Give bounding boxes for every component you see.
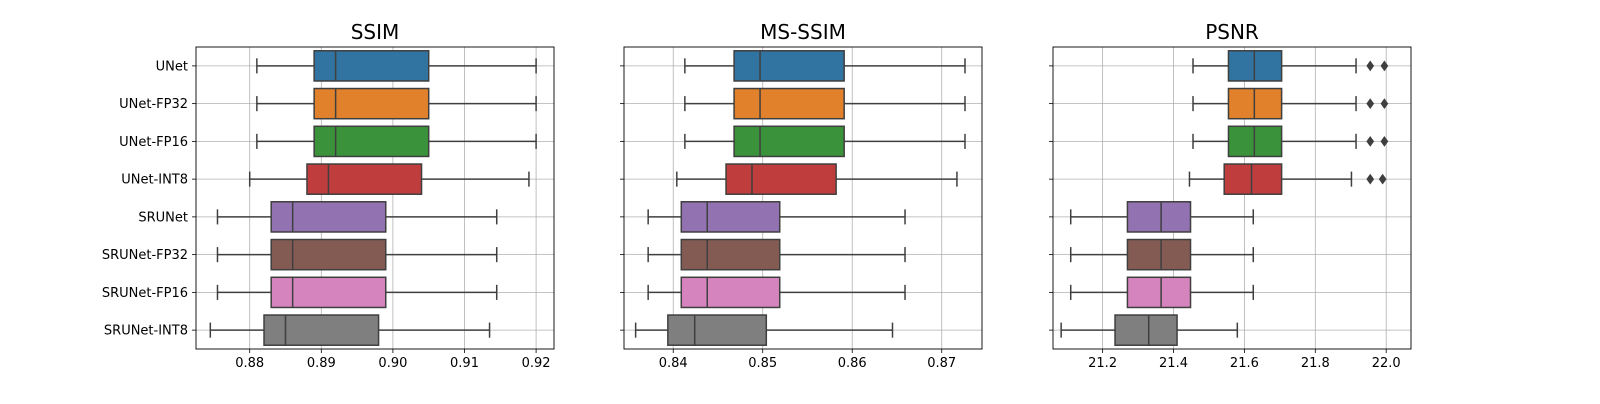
x-tick-label: 21.2 — [1088, 356, 1117, 371]
outlier-point — [1380, 136, 1389, 147]
box-iqr — [313, 87, 430, 120]
x-tick-label: 21.8 — [1301, 356, 1330, 371]
box-unet — [256, 50, 537, 82]
box-srunet — [647, 201, 906, 233]
x-tick-label: 0.90 — [378, 356, 407, 371]
box-iqr — [1114, 314, 1178, 346]
box-srunet-int8 — [1060, 314, 1239, 346]
box-unet-int8 — [676, 163, 958, 195]
box-iqr — [1126, 276, 1192, 309]
box-unet — [684, 50, 966, 82]
box-iqr — [313, 125, 430, 158]
x-tick-label: 0.89 — [307, 356, 336, 371]
outlier-point — [1366, 98, 1375, 109]
box-iqr — [680, 238, 781, 271]
panel-title: SSIM — [351, 20, 400, 44]
box-srunet — [1069, 201, 1255, 233]
x-tick-label: 0.87 — [927, 356, 956, 371]
box-iqr — [313, 50, 430, 82]
box-iqr — [270, 201, 387, 233]
box-iqr — [1223, 163, 1283, 195]
panel-psnr: 21.2 21.4 21.6 21.8 22.0 PSNR — [1049, 20, 1412, 371]
box-unet-fp16 — [1192, 125, 1389, 158]
outlier-point — [1380, 98, 1389, 109]
box-srunet-fp16 — [216, 276, 498, 309]
box-iqr — [270, 276, 387, 309]
x-tick-label: 0.91 — [450, 356, 479, 371]
box-srunet-fp16 — [1069, 276, 1255, 309]
box-iqr — [263, 314, 380, 346]
box-unet-int8 — [248, 163, 530, 195]
box-iqr — [1126, 238, 1192, 271]
y-tick-label: SRUNet-FP16 — [102, 286, 188, 301]
box-iqr — [667, 314, 768, 346]
box-unet-fp32 — [684, 87, 966, 120]
panel-title: PSNR — [1205, 20, 1259, 44]
box-unet-fp16 — [684, 125, 966, 158]
box-iqr — [725, 163, 837, 195]
box-unet-int8 — [1188, 163, 1387, 195]
box-iqr — [1126, 201, 1192, 233]
panel-title: MS-SSIM — [760, 20, 846, 44]
box-unet-fp32 — [256, 87, 537, 120]
box-iqr — [306, 163, 423, 195]
box-srunet-fp32 — [647, 238, 906, 271]
outlier-point — [1366, 136, 1375, 147]
y-tick-label: UNet-FP32 — [119, 97, 188, 112]
axes-frame — [623, 46, 983, 350]
y-tick-label: SRUNet-INT8 — [104, 324, 188, 339]
outlier-point — [1366, 60, 1375, 72]
axes-frame — [1052, 46, 1412, 350]
x-tick-label: 0.88 — [235, 356, 264, 371]
y-tick-label: UNet-FP16 — [119, 135, 188, 150]
box-iqr — [680, 201, 781, 233]
y-tick-label: UNet — [156, 59, 188, 74]
x-tick-label: 0.86 — [838, 356, 867, 371]
outlier-point — [1378, 173, 1387, 185]
y-tick-label: UNet-INT8 — [121, 173, 188, 188]
box-iqr — [270, 238, 387, 271]
y-tick-label: SRUNet — [138, 210, 188, 225]
axes-frame — [195, 46, 555, 350]
panel-ssim: 0.88 0.89 0.90 0.91 0.92 UNet UNet-FP32 UNet-FP… — [102, 20, 555, 371]
box-srunet-int8 — [634, 314, 894, 346]
box-srunet-fp32 — [1069, 238, 1255, 271]
box-srunet-fp16 — [647, 276, 906, 309]
box-srunet-int8 — [209, 314, 491, 346]
x-tick-label: 0.92 — [522, 356, 551, 371]
box-unet — [1192, 50, 1389, 82]
x-tick-label: 0.84 — [659, 356, 688, 371]
box-srunet-fp32 — [216, 238, 498, 271]
box-iqr — [733, 50, 845, 82]
box-iqr — [733, 125, 845, 158]
box-iqr — [733, 87, 845, 120]
box-unet-fp16 — [256, 125, 537, 158]
outlier-point — [1380, 60, 1389, 72]
box-unet-fp32 — [1192, 87, 1389, 120]
x-tick-label: 0.85 — [748, 356, 777, 371]
x-tick-label: 21.6 — [1230, 356, 1259, 371]
x-tick-label: 22.0 — [1372, 356, 1401, 371]
box-srunet — [216, 201, 498, 233]
outlier-point — [1366, 173, 1375, 185]
y-tick-label: SRUNet-FP32 — [102, 248, 188, 263]
x-tick-label: 21.4 — [1159, 356, 1188, 371]
box-iqr — [680, 276, 781, 309]
panel-ms-ssim: 0.84 0.85 0.86 0.87 MS-SSIM — [620, 20, 983, 371]
